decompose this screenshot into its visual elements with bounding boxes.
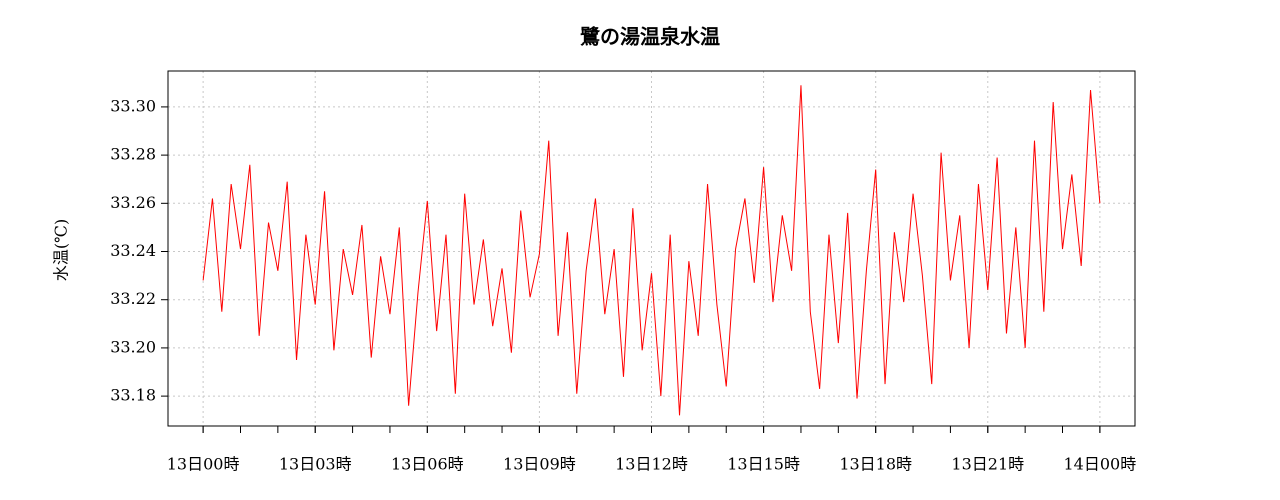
x-tick-label: 13日00時 [167, 455, 240, 474]
y-tick-label: 33.24 [110, 241, 156, 260]
y-tick-label: 33.30 [110, 96, 156, 115]
data-line [202, 85, 1101, 416]
x-tick-label: 13日12時 [615, 455, 688, 474]
y-tick-label: 33.28 [110, 145, 156, 164]
y-tick-label: 33.20 [110, 337, 156, 356]
y-tick-label: 33.18 [110, 386, 156, 405]
x-tick-label: 13日06時 [391, 455, 464, 474]
x-tick-label: 13日03時 [279, 455, 352, 474]
y-tick-label: 33.26 [110, 193, 156, 212]
plot-frame [167, 70, 1136, 427]
x-tick-label: 13日18時 [839, 455, 912, 474]
x-tick-label: 13日09時 [503, 455, 576, 474]
chart-title: 鷺の湯温泉水温 [580, 25, 720, 49]
x-tick-label: 13日15時 [727, 455, 800, 474]
x-tick-label: 13日21時 [951, 455, 1024, 474]
y-tick-label: 33.22 [110, 289, 156, 308]
y-axis-label: 水温(℃) [52, 219, 71, 281]
x-tick-label: 14日00時 [1064, 455, 1137, 474]
